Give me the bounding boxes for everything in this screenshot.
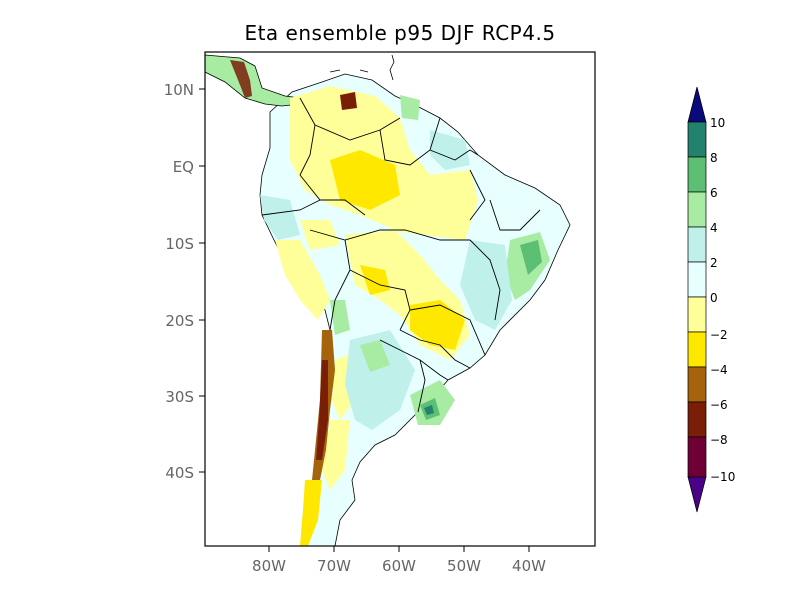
lon-tick-label: 50W xyxy=(447,557,481,575)
lat-tick-label: 30S xyxy=(165,388,194,406)
lon-tick-label: 80W xyxy=(252,557,286,575)
colorbar-segment xyxy=(687,121,707,158)
lat-tick-label: 20S xyxy=(165,312,194,330)
colorbar-label: 10 xyxy=(710,116,725,130)
country-borders xyxy=(261,97,541,413)
caribbean-islands xyxy=(329,54,395,81)
colorbar-segment xyxy=(687,401,707,438)
colorbar-label: 4 xyxy=(710,221,718,235)
colorbar-label: 6 xyxy=(710,186,718,200)
colorbar-segment xyxy=(687,331,707,368)
positive-anomaly-patches xyxy=(260,95,550,430)
colorbar-label: −2 xyxy=(710,328,728,342)
lon-tick-label: 60W xyxy=(382,557,416,575)
lon-tick-label: 40W xyxy=(512,557,546,575)
colorbar-bottom-arrow xyxy=(687,476,707,513)
colorbar-top-arrow xyxy=(687,86,707,123)
colorbar-label: −8 xyxy=(710,433,728,447)
colorbar-segment xyxy=(687,156,707,193)
andes-strong-negative xyxy=(300,92,357,546)
lon-tick-label: 70W xyxy=(317,557,351,575)
map-frame xyxy=(204,51,596,547)
colorbar: 10 8 6 4 2 0 −2 −4 −6 −8 −10 xyxy=(687,86,735,513)
figure-title: Eta ensemble p95 DJF RCP4.5 xyxy=(244,21,555,45)
lat-tick-label: EQ xyxy=(173,158,194,176)
colorbar-label: −10 xyxy=(710,470,735,484)
colorbar-segment xyxy=(687,366,707,403)
colorbar-label: −4 xyxy=(710,363,728,377)
colorbar-label: 2 xyxy=(710,256,718,270)
central-america-dry-band xyxy=(230,60,252,98)
colorbar-segment xyxy=(687,226,707,263)
latitude-axis: 10N EQ 10S 20S 30S 40S xyxy=(164,81,205,482)
colorbar-segment xyxy=(687,261,707,298)
colorbar-label: 8 xyxy=(710,151,718,165)
map-panel xyxy=(204,51,596,547)
colorbar-label: 0 xyxy=(710,291,718,305)
colorbar-label: −6 xyxy=(710,398,728,412)
lat-tick-label: 40S xyxy=(165,464,194,482)
lat-tick-label: 10S xyxy=(165,235,194,253)
colorbar-segment xyxy=(687,191,707,228)
lat-tick-label: 10N xyxy=(164,81,194,99)
colorbar-segment xyxy=(687,436,707,478)
longitude-axis: 80W 70W 60W 50W 40W xyxy=(252,546,546,575)
colorbar-segment xyxy=(687,296,707,333)
negative-anomaly-patches xyxy=(275,86,478,490)
